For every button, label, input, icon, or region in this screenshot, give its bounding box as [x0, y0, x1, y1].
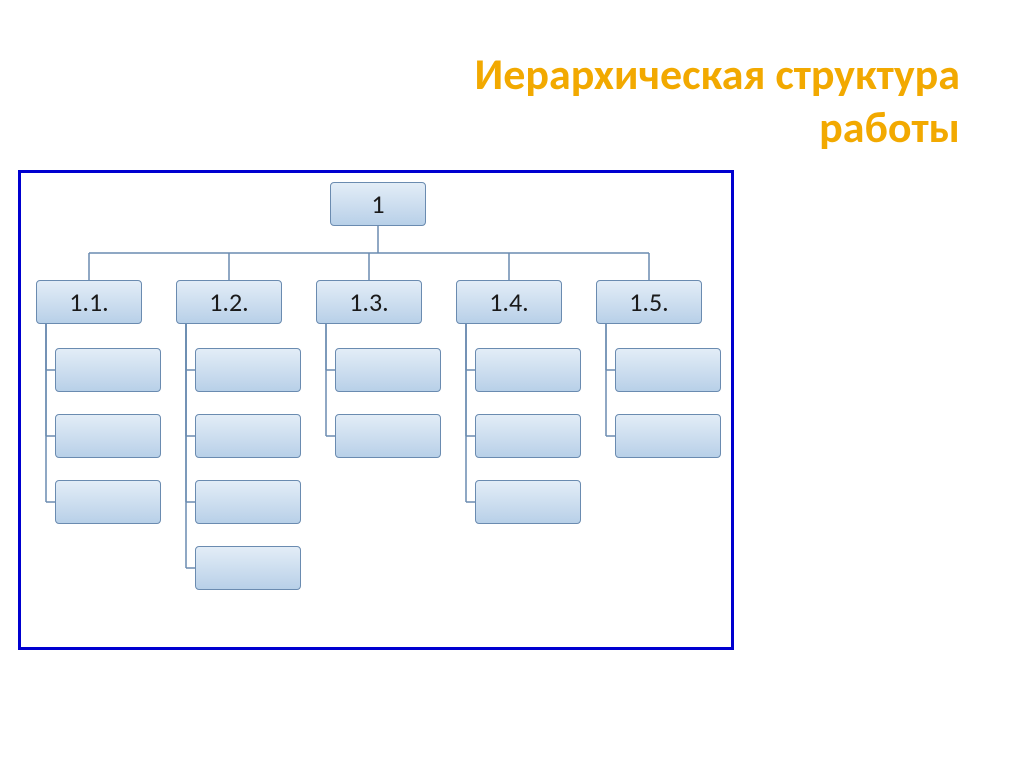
tree-leaf [335, 348, 441, 392]
tree-leaf [195, 546, 301, 590]
tree-node: 1 [330, 182, 426, 226]
tree-leaf [335, 414, 441, 458]
tree-leaf [475, 348, 581, 392]
tree-leaf [55, 414, 161, 458]
tree-node: 1.3. [316, 280, 422, 324]
title-line1: Иерархическая структура [475, 47, 960, 101]
title-line2: работы [819, 100, 960, 154]
tree-leaf [475, 414, 581, 458]
diagram-frame [18, 170, 734, 650]
tree-leaf [615, 414, 721, 458]
tree-node: 1.1. [36, 280, 142, 324]
tree-leaf [195, 414, 301, 458]
tree-leaf [55, 480, 161, 524]
tree-leaf [475, 480, 581, 524]
tree-leaf [195, 348, 301, 392]
tree-node: 1.4. [456, 280, 562, 324]
tree-leaf [55, 348, 161, 392]
page-title: Иерархическая структура работы [210, 48, 960, 154]
tree-leaf [195, 480, 301, 524]
tree-leaf [615, 348, 721, 392]
tree-node: 1.5. [596, 280, 702, 324]
tree-node: 1.2. [176, 280, 282, 324]
